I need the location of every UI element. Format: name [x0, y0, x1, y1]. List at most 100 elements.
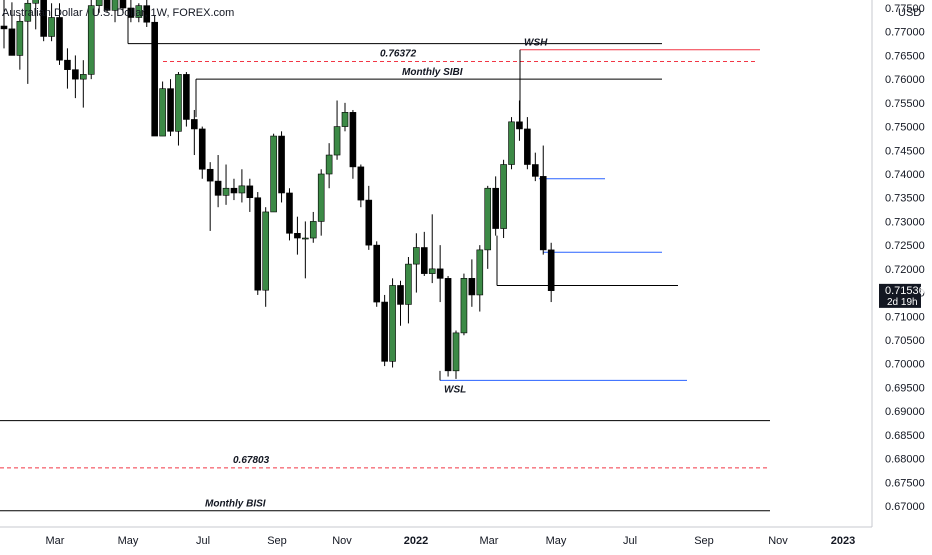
candle[interactable] — [206, 162, 214, 231]
candle[interactable] — [397, 280, 404, 326]
candle[interactable] — [341, 102, 349, 132]
candle[interactable] — [40, 0, 47, 42]
candle-body — [539, 176, 547, 251]
candle[interactable] — [8, 2, 16, 56]
time-tick-label: Sep — [267, 535, 287, 547]
candle[interactable] — [539, 145, 547, 255]
candle[interactable] — [270, 133, 277, 213]
level-label-0-67803: 0.67803 — [233, 455, 270, 466]
candle[interactable] — [524, 117, 531, 170]
candle[interactable] — [119, 0, 127, 13]
candle[interactable] — [95, 0, 103, 13]
candle[interactable] — [325, 143, 333, 189]
candle-body — [183, 74, 190, 120]
candle-body — [349, 112, 357, 168]
candle[interactable] — [436, 245, 444, 303]
candle[interactable] — [167, 79, 174, 137]
candle[interactable] — [484, 185, 492, 269]
candle-body — [341, 112, 349, 127]
candle[interactable] — [175, 72, 182, 146]
candle[interactable] — [532, 152, 539, 182]
candle[interactable] — [151, 15, 158, 137]
candle[interactable] — [476, 245, 484, 312]
time-axis[interactable]: Mar May Jul Sep Nov 2022 Mar May Jul Sep Nov 2023 — [46, 535, 856, 547]
candle-body — [389, 285, 396, 362]
candle[interactable] — [349, 109, 357, 179]
candle[interactable] — [262, 207, 269, 307]
candle[interactable] — [246, 178, 254, 212]
candle[interactable] — [64, 48, 71, 89]
candle[interactable] — [80, 60, 87, 108]
candle[interactable] — [16, 15, 24, 70]
candle-body — [127, 7, 135, 18]
price-tick-label: 0.69500 — [885, 382, 925, 394]
candle[interactable] — [72, 55, 79, 99]
time-tick-label: Mar — [46, 535, 65, 547]
candle-body — [95, 0, 103, 6]
candle[interactable] — [357, 164, 365, 208]
candle[interactable] — [254, 192, 262, 295]
candle[interactable] — [516, 100, 523, 141]
price-tick-label: 0.73500 — [885, 193, 925, 205]
candle[interactable] — [159, 81, 166, 137]
candle[interactable] — [468, 259, 476, 307]
candle[interactable] — [87, 0, 95, 80]
candle[interactable] — [294, 216, 301, 255]
candle[interactable] — [103, 0, 111, 13]
level-label-wsl: WSL — [444, 384, 466, 395]
candle[interactable] — [214, 155, 222, 208]
candle[interactable] — [278, 131, 285, 203]
candle[interactable] — [56, 3, 63, 65]
candle-body — [508, 121, 515, 165]
candle[interactable] — [460, 273, 468, 336]
candle[interactable] — [373, 241, 381, 307]
candle-body — [16, 20, 24, 56]
candle[interactable] — [143, 0, 151, 27]
candle-body — [270, 135, 277, 213]
candle[interactable] — [127, 0, 135, 23]
candle[interactable] — [302, 221, 309, 279]
candle[interactable] — [420, 231, 428, 276]
candle[interactable] — [32, 0, 40, 30]
candle[interactable] — [135, 3, 143, 23]
candle[interactable] — [492, 176, 499, 236]
candle[interactable] — [444, 275, 452, 377]
candle[interactable] — [500, 159, 507, 239]
candle[interactable] — [191, 109, 198, 156]
candle[interactable] — [230, 178, 238, 201]
candle[interactable] — [198, 126, 206, 179]
candle[interactable] — [452, 330, 460, 379]
candle[interactable] — [111, 0, 119, 23]
candle[interactable] — [0, 0, 8, 49]
price-tick-label: 0.74000 — [885, 169, 925, 181]
candle[interactable] — [413, 233, 420, 293]
candle[interactable] — [317, 169, 325, 236]
price-tick-label: 0.74500 — [885, 145, 925, 157]
candle-body — [40, 0, 47, 37]
candle[interactable] — [286, 188, 293, 241]
candle[interactable] — [333, 100, 341, 160]
candle[interactable] — [183, 72, 190, 127]
candle-body — [103, 0, 111, 11]
candle[interactable] — [24, 0, 32, 84]
candle-body — [524, 128, 531, 165]
candle[interactable] — [508, 117, 515, 170]
candle[interactable] — [405, 257, 412, 324]
candle[interactable] — [309, 211, 317, 243]
price-tick-label: 0.69000 — [885, 406, 925, 418]
candle-body — [32, 0, 40, 4]
candle[interactable] — [381, 294, 388, 367]
candle[interactable] — [48, 3, 55, 42]
annotations-layer: WSH 0.76372 Monthly SIBI WSL 0.67803 Monthly … — [205, 38, 548, 510]
time-tick-label: Sep — [694, 535, 714, 547]
price-axis[interactable]: 0.77500 0.77000 0.76500 0.76000 0.75500 0.750… — [885, 3, 925, 513]
candle[interactable] — [389, 278, 396, 368]
candle-body — [222, 187, 230, 196]
candle[interactable] — [238, 169, 246, 203]
candle[interactable] — [222, 164, 230, 205]
candle[interactable] — [428, 214, 436, 284]
candle[interactable] — [547, 242, 555, 303]
candle[interactable] — [365, 185, 373, 250]
